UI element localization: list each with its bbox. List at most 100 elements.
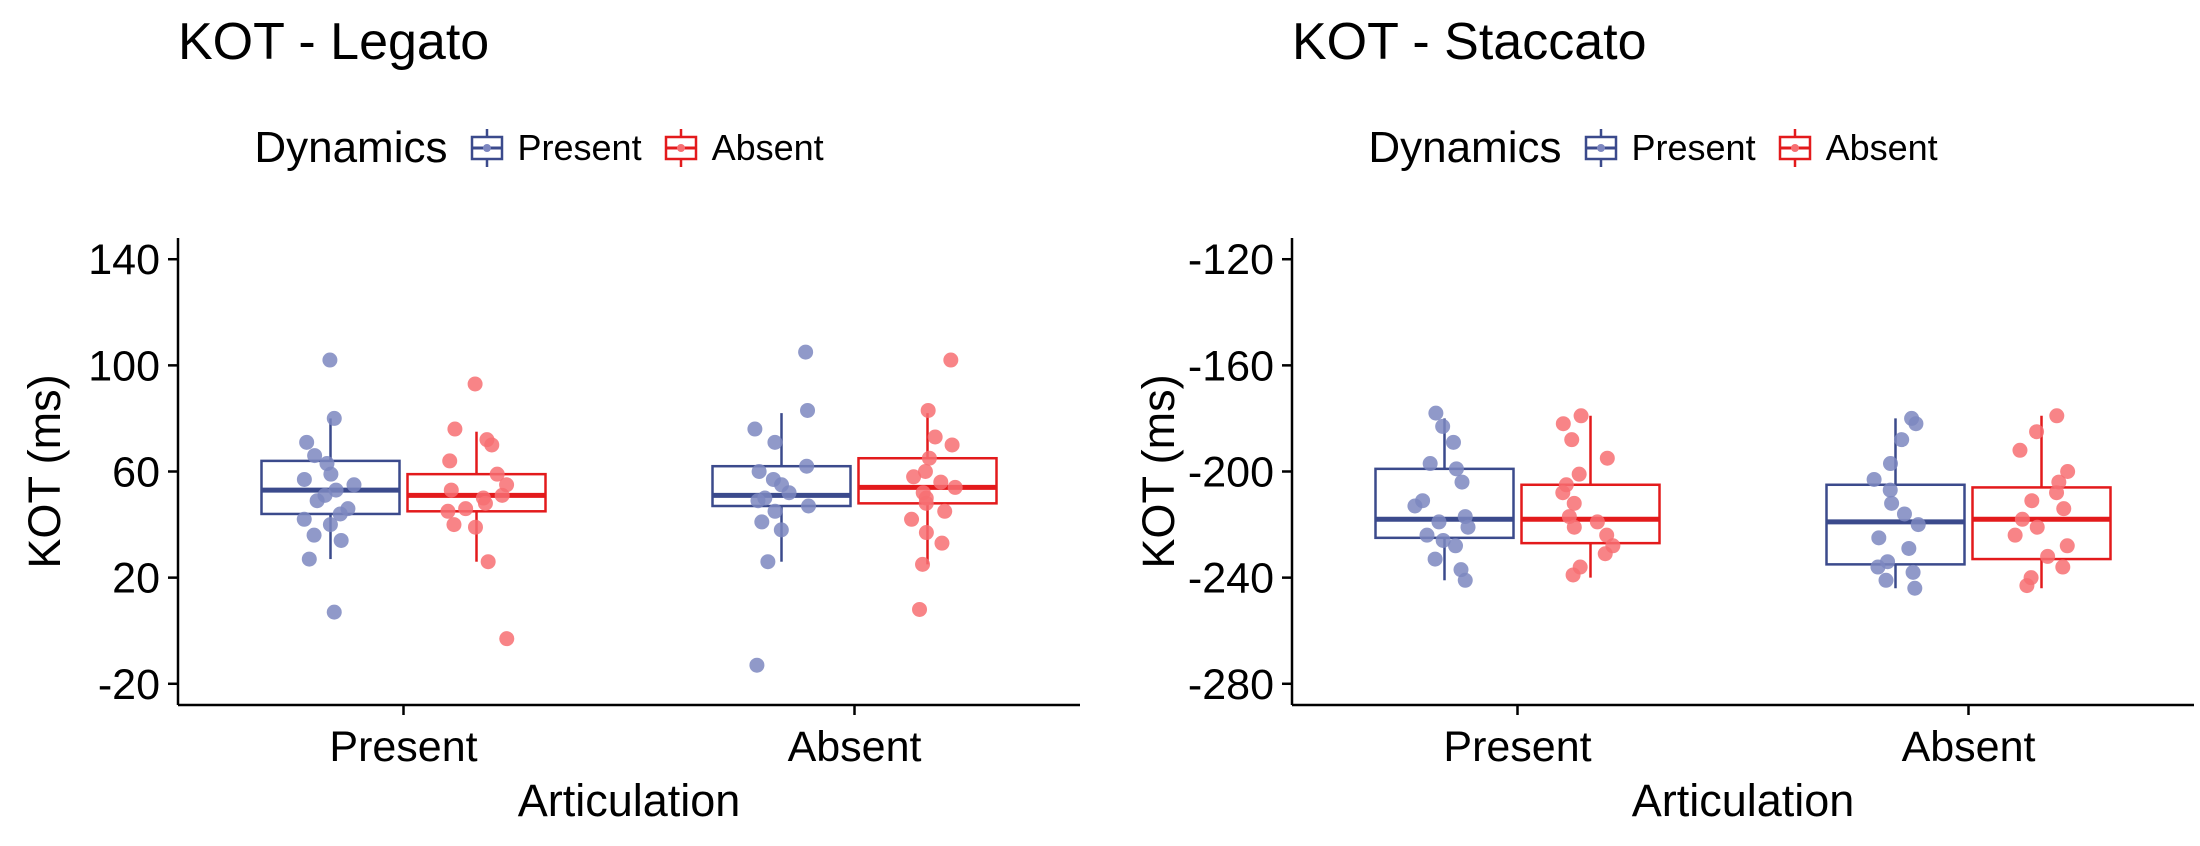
data-point bbox=[943, 352, 959, 368]
data-point bbox=[1884, 495, 1900, 511]
data-point bbox=[917, 464, 933, 479]
box-group-absent-absent bbox=[857, 352, 998, 617]
data-point bbox=[440, 503, 456, 519]
data-point bbox=[346, 477, 362, 493]
data-point bbox=[2056, 501, 2072, 517]
data-point bbox=[918, 525, 934, 541]
data-point bbox=[1564, 432, 1580, 448]
data-point bbox=[2040, 548, 2056, 564]
data-point bbox=[767, 434, 783, 450]
data-point bbox=[773, 522, 789, 538]
data-point bbox=[918, 495, 934, 511]
data-point bbox=[906, 469, 922, 485]
data-point bbox=[1419, 527, 1435, 543]
box-group-present-present bbox=[1374, 405, 1515, 588]
y-tick-label: -120 bbox=[1188, 236, 1274, 284]
data-point bbox=[920, 402, 936, 418]
y-tick-label: 100 bbox=[88, 342, 160, 390]
plot-area: 140 100 60 20 -20 Present Absent Articulation KO… bbox=[19, 236, 1080, 826]
data-point bbox=[494, 487, 510, 503]
data-point bbox=[480, 554, 496, 570]
data-point bbox=[446, 517, 462, 533]
y-axis-title: KOT (ms) bbox=[1133, 374, 1184, 568]
data-point bbox=[1428, 405, 1444, 421]
data-point bbox=[1445, 434, 1461, 450]
data-point bbox=[937, 503, 953, 519]
y-tick-label: -240 bbox=[1188, 555, 1274, 603]
data-point bbox=[467, 376, 483, 392]
data-point bbox=[904, 511, 920, 527]
data-point bbox=[2014, 511, 2030, 527]
data-point bbox=[2059, 538, 2075, 554]
box-iqr bbox=[406, 472, 547, 513]
legend: Dynamics Present Absent bbox=[1114, 120, 2200, 176]
legend-item-absent: Absent bbox=[1778, 127, 1938, 169]
data-point bbox=[751, 464, 767, 479]
y-tick-label: 20 bbox=[112, 555, 160, 603]
data-point bbox=[296, 511, 312, 527]
data-point bbox=[781, 485, 797, 501]
legend-label-absent: Absent bbox=[711, 127, 824, 168]
data-point bbox=[1896, 506, 1912, 522]
data-point bbox=[1870, 559, 1886, 575]
data-point bbox=[442, 453, 458, 469]
data-point bbox=[326, 604, 342, 620]
legend-key-absent bbox=[664, 129, 697, 167]
data-point bbox=[1907, 580, 1923, 596]
legend-item-present: Present bbox=[470, 127, 642, 169]
data-point bbox=[307, 448, 323, 464]
y-tick-label: -280 bbox=[1188, 661, 1274, 709]
data-point bbox=[1555, 416, 1571, 432]
data-point bbox=[947, 479, 963, 495]
data-point bbox=[296, 471, 312, 487]
x-tick-label: Present bbox=[329, 723, 477, 771]
data-point bbox=[2049, 485, 2065, 501]
y-tick-label: 60 bbox=[112, 449, 160, 497]
data-point bbox=[801, 498, 817, 514]
data-point bbox=[323, 466, 339, 482]
data-point bbox=[1454, 474, 1470, 490]
data-point bbox=[921, 450, 937, 466]
data-point bbox=[1901, 540, 1917, 556]
data-point bbox=[1566, 495, 1582, 511]
box-group-absent-absent bbox=[1971, 408, 2112, 594]
box-group-absent-present bbox=[1520, 408, 1661, 583]
data-point bbox=[934, 535, 950, 551]
data-point bbox=[749, 657, 765, 673]
data-point bbox=[1882, 456, 1898, 472]
data-point bbox=[1878, 572, 1894, 588]
data-point bbox=[1871, 530, 1887, 546]
data-point bbox=[499, 631, 515, 647]
x-tick-label: Present bbox=[1443, 723, 1591, 771]
data-point bbox=[799, 458, 815, 474]
legend-item-present: Present bbox=[1584, 127, 1756, 169]
data-point bbox=[467, 519, 483, 535]
chart-title: KOT - Staccato bbox=[1292, 13, 1647, 71]
plot-area: -120 -160 -200 -240 -280 Present Absent Articul… bbox=[1133, 236, 2194, 826]
y-tick-label: 140 bbox=[88, 236, 160, 284]
data-point bbox=[927, 429, 943, 445]
legend-item-absent: Absent bbox=[664, 127, 824, 169]
data-point bbox=[299, 434, 315, 450]
data-point bbox=[2055, 559, 2071, 575]
chart-panel-staccato: KOT - Staccato Dynamics Present Absent -… bbox=[1114, 0, 2200, 846]
legend-label-absent: Absent bbox=[1825, 127, 1938, 168]
data-point bbox=[1599, 450, 1615, 466]
x-tick-label: Absent bbox=[788, 723, 922, 771]
y-axis-title: KOT (ms) bbox=[19, 374, 70, 568]
data-point bbox=[2007, 527, 2023, 543]
data-point bbox=[322, 352, 338, 368]
data-point bbox=[1448, 538, 1464, 554]
data-point bbox=[1908, 416, 1924, 432]
data-point bbox=[754, 514, 770, 530]
legend-title: Dynamics bbox=[254, 123, 448, 172]
x-axis-title: Articulation bbox=[518, 775, 741, 826]
data-point bbox=[1435, 418, 1451, 434]
legend-title: Dynamics bbox=[1368, 123, 1562, 172]
y-tick-label: -20 bbox=[98, 661, 160, 709]
data-point bbox=[915, 556, 931, 572]
data-point bbox=[322, 517, 338, 533]
data-point bbox=[1910, 517, 1926, 533]
legend-label-present: Present bbox=[1631, 127, 1756, 168]
y-tick-label: -200 bbox=[1188, 449, 1274, 497]
